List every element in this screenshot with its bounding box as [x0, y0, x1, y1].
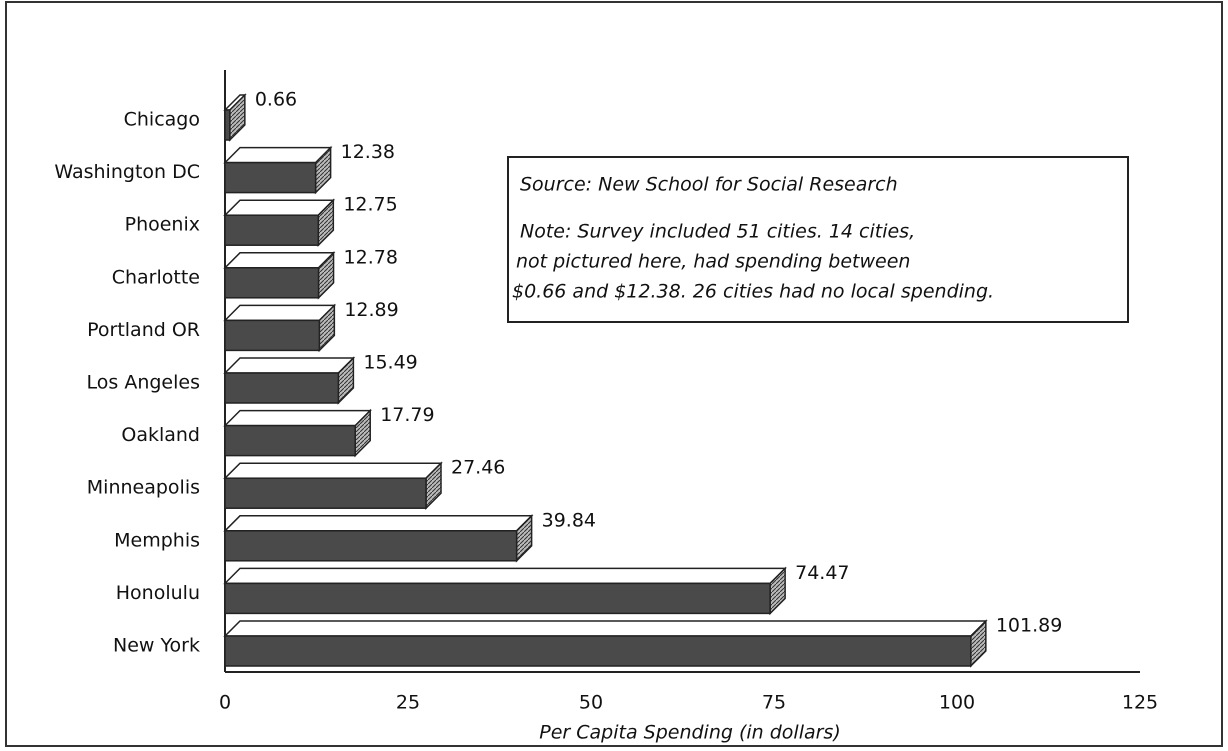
- value-label: 12.38: [341, 141, 395, 163]
- bar-top: [223, 462, 443, 479]
- bar-front: [224, 372, 340, 404]
- x-tick-label: 25: [396, 692, 420, 714]
- value-label: 12.75: [343, 194, 397, 216]
- bar: [223, 198, 336, 248]
- bar-top: [223, 199, 336, 216]
- y-tick-label: Minneapolis: [87, 477, 200, 499]
- value-label: 39.84: [542, 509, 596, 531]
- bar: [223, 461, 443, 511]
- value-label: 17.79: [380, 404, 434, 426]
- bar: [223, 250, 336, 300]
- value-label: 0.66: [255, 89, 297, 111]
- bar: [223, 356, 356, 405]
- y-tick-label: Memphis: [114, 529, 200, 551]
- bar-top: [223, 357, 356, 374]
- bar-front: [224, 530, 518, 562]
- bar-top: [223, 252, 336, 269]
- bar: [223, 408, 373, 458]
- y-tick-label: Honolulu: [116, 582, 200, 604]
- bar-top: [223, 567, 787, 585]
- annotation-note: not pictured here, had spending between: [516, 251, 910, 273]
- annotation-note: Note: Survey included 51 cities. 14 citi…: [520, 221, 915, 243]
- bar-top: [223, 620, 988, 637]
- annotation-source: Source: New School for Social Research: [520, 174, 898, 196]
- value-label: 12.89: [344, 299, 398, 321]
- annotation-box: [507, 156, 1129, 323]
- bar: [223, 566, 787, 616]
- x-tick-label: 100: [939, 692, 975, 714]
- y-tick-label: Charlotte: [112, 266, 200, 288]
- bar-front: [224, 477, 427, 509]
- y-tick-label: Phoenix: [125, 214, 200, 236]
- value-label: 74.47: [795, 562, 849, 584]
- y-tick-label: Portland OR: [87, 319, 200, 341]
- y-tick-label: Los Angeles: [87, 372, 200, 394]
- bar-front: [224, 635, 972, 667]
- bar: [223, 303, 337, 353]
- bar: [223, 619, 988, 668]
- x-tick-label: 0: [219, 692, 231, 714]
- value-label: 27.46: [451, 457, 505, 479]
- bar-top: [223, 515, 534, 532]
- y-tick-label: New York: [113, 635, 200, 657]
- bar-front: [224, 161, 317, 194]
- bar-top: [223, 409, 373, 427]
- bar-top: [223, 146, 333, 164]
- bar: [223, 93, 247, 142]
- bar-front: [224, 109, 231, 141]
- bar: [223, 513, 534, 563]
- bar-top: [223, 304, 337, 322]
- y-tick-label: Chicago: [124, 109, 200, 131]
- annotation-note: $0.66 and $12.38. 26 cities had no local…: [512, 281, 994, 303]
- y-tick-label: Oakland: [121, 424, 200, 446]
- value-label: 15.49: [363, 352, 417, 374]
- value-label: 101.89: [996, 615, 1062, 637]
- bar-front: [224, 582, 771, 615]
- value-label: 12.78: [344, 246, 398, 268]
- x-axis-label: Per Capita Spending (in dollars): [539, 722, 841, 744]
- bar-front: [224, 424, 356, 457]
- y-tick-label: Washington DC: [54, 161, 200, 183]
- bar-front: [224, 214, 320, 246]
- x-tick-label: 125: [1122, 692, 1158, 714]
- bar: [223, 145, 333, 195]
- x-tick-label: 50: [579, 692, 603, 714]
- bar-front: [224, 319, 321, 352]
- bar-front: [224, 267, 320, 299]
- frame: [5, 1, 1223, 747]
- bar-side: [229, 93, 246, 142]
- x-tick-label: 75: [762, 692, 786, 714]
